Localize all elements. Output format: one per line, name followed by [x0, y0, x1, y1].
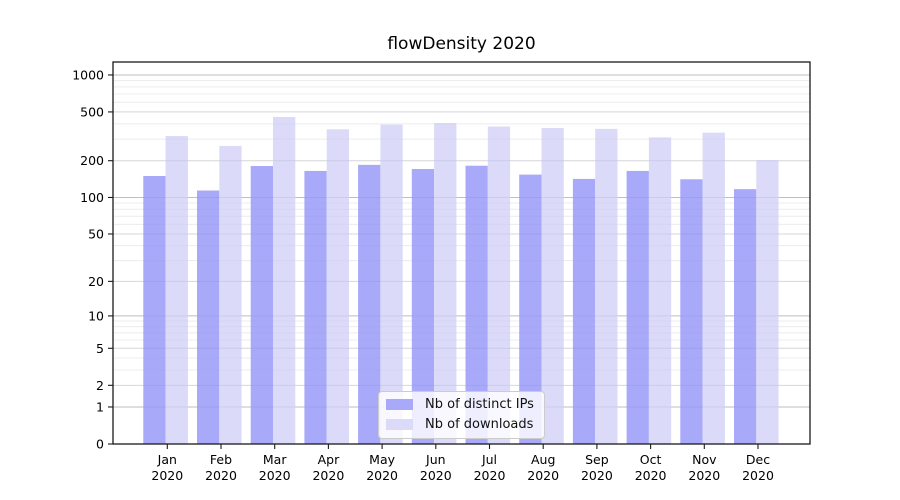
bar	[702, 132, 725, 444]
legend-label-distinct-ips: Nb of distinct IPs	[425, 397, 534, 412]
y-tick-label: 50	[88, 226, 104, 241]
x-tick-label: Dec 2020	[742, 452, 774, 483]
legend-swatch-distinct-ips	[386, 399, 413, 410]
y-tick-label: 5	[96, 341, 104, 356]
bar	[648, 137, 672, 444]
bar	[465, 165, 488, 445]
legend-swatch-downloads	[386, 419, 413, 430]
bar	[143, 175, 166, 444]
bar	[165, 136, 188, 444]
bar	[273, 116, 296, 444]
x-tick-label: Jan 2020	[151, 452, 183, 483]
bar	[326, 129, 349, 444]
bar	[219, 145, 242, 445]
x-tick-label: Sep 2020	[581, 452, 613, 483]
bars-layer	[143, 116, 779, 445]
x-tick-label: Jun 2020	[420, 452, 452, 483]
bar	[734, 189, 757, 444]
bar	[434, 123, 457, 444]
x-tick-label: Apr 2020	[312, 452, 344, 483]
y-tick-label: 10	[88, 308, 104, 323]
bar	[358, 164, 381, 444]
y-tick-label: 200	[80, 153, 104, 168]
y-tick-label: 1	[96, 399, 104, 414]
legend-item-downloads: Nb of downloads	[386, 417, 534, 432]
y-tick-label: 1000	[72, 67, 104, 82]
x-tick-label: Aug 2020	[527, 452, 559, 483]
x-axis: Jan 2020 Feb 2020 Mar 2020 Apr 2020 May 2020 Jun 20…	[151, 444, 774, 483]
x-tick-label: Nov 2020	[688, 452, 720, 483]
x-tick-label: Mar 2020	[259, 452, 291, 483]
x-tick-label: Feb 2020	[205, 452, 237, 483]
y-tick-label: 100	[80, 190, 104, 205]
y-tick-label: 2	[96, 378, 104, 393]
legend-item-distinct-ips: Nb of distinct IPs	[386, 397, 534, 412]
bar	[680, 179, 703, 444]
bar	[519, 174, 542, 444]
bar	[756, 160, 779, 445]
bar	[595, 128, 618, 444]
legend-label-downloads: Nb of downloads	[425, 417, 534, 432]
legend: Nb of distinct IPs Nb of downloads	[378, 391, 545, 439]
y-tick-label: 20	[88, 274, 104, 289]
bar	[572, 178, 596, 444]
x-tick-label: May 2020	[366, 452, 398, 483]
y-tick-label: 500	[80, 104, 104, 119]
y-axis: 0 1 2 5 10 20 50 100 200 500 1000	[72, 67, 113, 452]
bar	[626, 170, 649, 445]
bar	[541, 127, 564, 444]
bar	[487, 126, 511, 444]
chart-title: flowDensity 2020	[387, 34, 536, 54]
bar	[304, 170, 327, 445]
y-tick-label: 0	[96, 437, 104, 452]
x-tick-label: Jul 2020	[474, 452, 506, 483]
x-tick-label: Oct 2020	[635, 452, 667, 483]
bar	[380, 124, 403, 444]
bar	[197, 190, 220, 444]
plot-border	[112, 61, 811, 445]
bar	[411, 169, 435, 444]
bar	[250, 166, 273, 444]
